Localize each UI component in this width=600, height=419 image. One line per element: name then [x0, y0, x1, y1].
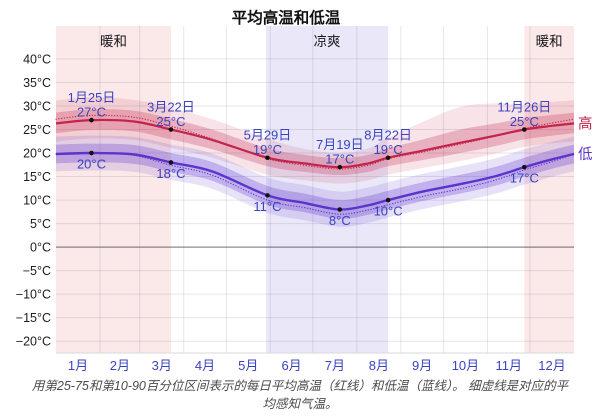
month-label[interactable]: 4月 [195, 358, 215, 373]
perceived-low-line [55, 152, 575, 215]
high-annotation-temp[interactable]: 25°C [156, 114, 185, 129]
y-axis-label: 15°C [23, 170, 51, 184]
y-axis-label: 0°C [30, 241, 51, 255]
season-label: 暖和 [100, 34, 127, 49]
season-label: 凉爽 [314, 34, 341, 49]
low-band-25-75 [56, 143, 574, 219]
chart-caption: 用第25-75和第10-90百分位区间表示的每日平均高温（红线）和低温（蓝线）。… [31, 379, 569, 412]
season-band-cool [266, 26, 389, 353]
high-annotation-temp[interactable]: 19°C [374, 142, 403, 157]
y-axis-label: 25°C [23, 123, 51, 137]
season-band-warm [524, 26, 574, 353]
y-axis-label: −5°C [23, 264, 51, 278]
month-label[interactable]: 2月 [110, 358, 130, 373]
high-annotation-temp[interactable]: 27°C [77, 105, 106, 120]
month-label[interactable]: 1月 [68, 358, 88, 373]
y-axis-label: 30°C [23, 99, 51, 113]
month-label[interactable]: 11月 [495, 358, 522, 373]
low-annotation-temp[interactable]: 18°C [156, 166, 185, 181]
high-annotation-date[interactable]: 5月29日 [244, 128, 292, 143]
high-data-point [168, 127, 174, 132]
y-axis-label: 35°C [23, 76, 51, 90]
y-axis-label: −20°C [16, 335, 51, 349]
low-data-point [89, 150, 94, 156]
high-data-point [337, 164, 343, 170]
low-temp-line [55, 151, 575, 211]
high-annotation-temp[interactable]: 19°C [253, 142, 282, 157]
high-band-25-75 [56, 109, 574, 176]
temperature-chart[interactable]: 40°C 35°C 30°C 25°C 20°C 15°C 10°C 5°C 0°C −5°C −1… [0, 0, 600, 376]
season-label: 暖和 [536, 34, 563, 49]
season-band-warm [56, 26, 171, 353]
low-line-label: 低 [578, 146, 593, 163]
high-annotation-date[interactable]: 11月26日 [497, 100, 551, 115]
month-label[interactable]: 6月 [281, 358, 301, 373]
y-axis-label: 10°C [23, 194, 51, 208]
month-label[interactable]: 9月 [412, 358, 432, 373]
low-data-point [385, 197, 391, 203]
month-label[interactable]: 7月 [325, 358, 345, 373]
high-band-10-90 [56, 97, 574, 184]
high-line-label: 高 [578, 115, 593, 132]
high-annotation-date[interactable]: 7月19日 [316, 137, 364, 152]
high-data-point [522, 127, 527, 132]
high-annotation-temp[interactable]: 25°C [510, 114, 539, 129]
y-axis-label: 20°C [23, 147, 51, 161]
high-temp-line [55, 118, 575, 169]
high-annotation-temp[interactable]: 17°C [325, 152, 354, 167]
high-annotation-date[interactable]: 8月22日 [364, 128, 412, 143]
high-data-point [89, 117, 94, 123]
month-label[interactable]: 10月 [452, 358, 479, 373]
low-annotation-temp[interactable]: 17°C [510, 171, 539, 186]
month-label[interactable]: 3月 [152, 358, 172, 373]
low-annotation-temp[interactable]: 11°C [253, 199, 281, 214]
y-axis-label: −10°C [16, 288, 51, 302]
month-label[interactable]: 12月 [538, 358, 565, 373]
chart-title: 平均高温和低温 [231, 10, 341, 27]
y-axis-label: −15°C [16, 311, 51, 325]
low-data-point [168, 160, 174, 165]
high-data-point [385, 155, 391, 161]
low-annotation-temp[interactable]: 20°C [77, 157, 106, 172]
month-label[interactable]: 8月 [369, 358, 389, 373]
high-annotation-date[interactable]: 1月25日 [68, 90, 116, 105]
low-annotation-temp[interactable]: 8°C [329, 213, 351, 228]
y-axis-label: 5°C [30, 217, 51, 231]
low-data-point [265, 193, 270, 198]
low-data-point [337, 207, 343, 212]
low-band-10-90 [56, 135, 574, 227]
low-data-point [522, 164, 527, 170]
month-label[interactable]: 5月 [238, 358, 258, 373]
y-axis-label: 40°C [23, 52, 51, 66]
high-data-point [265, 155, 270, 161]
high-annotation-date[interactable]: 3月22日 [147, 100, 195, 115]
low-annotation-temp[interactable]: 10°C [374, 204, 403, 219]
